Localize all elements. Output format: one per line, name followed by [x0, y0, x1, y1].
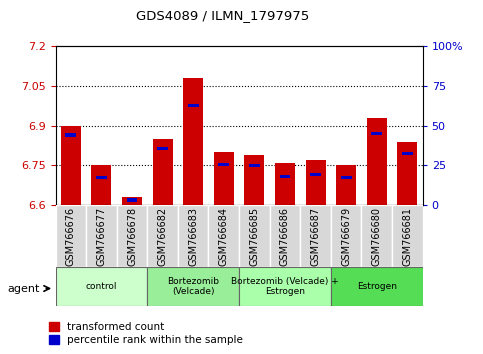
Bar — [249, 164, 260, 167]
Text: GSM766682: GSM766682 — [157, 207, 168, 266]
Bar — [398, 142, 417, 205]
Bar — [147, 205, 178, 267]
Bar — [214, 152, 234, 205]
Text: GSM766687: GSM766687 — [311, 207, 321, 266]
Bar — [61, 126, 81, 205]
Bar — [239, 205, 270, 267]
Bar — [270, 205, 300, 267]
Text: GSM766684: GSM766684 — [219, 207, 229, 266]
Text: GSM766680: GSM766680 — [372, 207, 382, 266]
Bar — [56, 267, 147, 306]
Bar — [86, 205, 117, 267]
Bar — [117, 205, 147, 267]
Text: GSM766677: GSM766677 — [97, 207, 106, 267]
Bar — [341, 176, 352, 179]
Bar — [300, 205, 331, 267]
Text: Estrogen: Estrogen — [357, 282, 397, 291]
Legend: transformed count, percentile rank within the sample: transformed count, percentile rank withi… — [49, 322, 243, 345]
Bar — [147, 267, 239, 306]
Bar — [306, 160, 326, 205]
Text: control: control — [85, 282, 117, 291]
Text: GSM766686: GSM766686 — [280, 207, 290, 266]
Text: GSM766685: GSM766685 — [249, 207, 259, 266]
Bar — [157, 147, 168, 150]
Text: GSM766676: GSM766676 — [66, 207, 76, 266]
Bar — [331, 205, 361, 267]
Bar — [183, 78, 203, 205]
Bar — [218, 162, 229, 166]
Bar — [275, 163, 295, 205]
Text: agent: agent — [7, 284, 40, 293]
Bar — [239, 267, 331, 306]
Bar — [392, 205, 423, 267]
Text: GSM766678: GSM766678 — [127, 207, 137, 266]
Bar — [96, 176, 107, 179]
Text: GSM766681: GSM766681 — [402, 207, 412, 266]
Bar — [331, 267, 423, 306]
Text: Bortezomib (Velcade) +
Estrogen: Bortezomib (Velcade) + Estrogen — [231, 277, 339, 296]
Bar — [65, 133, 76, 137]
Bar — [402, 152, 413, 155]
Bar — [244, 155, 264, 205]
Bar — [153, 139, 172, 205]
Bar — [122, 197, 142, 205]
Bar — [310, 173, 321, 176]
Bar — [188, 104, 199, 107]
Bar — [127, 198, 138, 201]
Bar — [56, 205, 86, 267]
Bar — [280, 175, 290, 178]
Bar — [336, 165, 356, 205]
Text: GSM766679: GSM766679 — [341, 207, 351, 266]
Bar — [361, 205, 392, 267]
Bar — [91, 165, 112, 205]
Text: GDS4089 / ILMN_1797975: GDS4089 / ILMN_1797975 — [136, 9, 309, 22]
Bar — [178, 205, 209, 267]
Bar — [209, 205, 239, 267]
Text: GSM766683: GSM766683 — [188, 207, 198, 266]
Bar — [371, 132, 382, 135]
Bar — [367, 118, 387, 205]
Text: Bortezomib
(Velcade): Bortezomib (Velcade) — [167, 277, 219, 296]
